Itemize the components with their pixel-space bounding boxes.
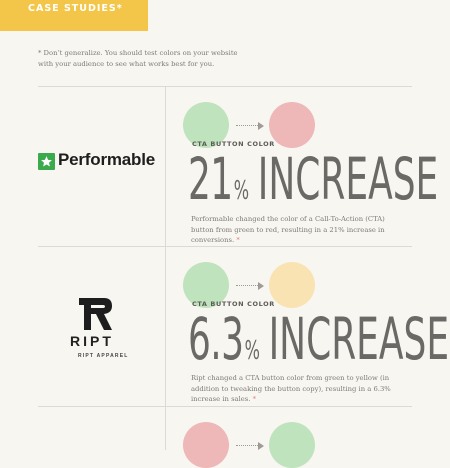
green-color-circle bbox=[183, 102, 229, 148]
arrow-right-icon bbox=[236, 122, 264, 130]
arrow-right-icon bbox=[236, 442, 264, 450]
divider bbox=[38, 86, 412, 87]
case-studies-label: CASE STUDIES* bbox=[28, 3, 123, 14]
case-studies-tab: CASE STUDIES* bbox=[0, 0, 148, 31]
cta-button-color-label: CTA BUTTON COLOR bbox=[192, 140, 275, 148]
footnote: * Don’t generalize. You should test colo… bbox=[38, 48, 268, 69]
increase-number: 21 bbox=[188, 145, 233, 213]
ript-name: RIPT bbox=[70, 333, 114, 349]
case-description: Ript changed a CTA button color from gre… bbox=[191, 373, 407, 405]
arrow-right-icon bbox=[236, 282, 264, 290]
increase-number: 6.3 bbox=[188, 305, 244, 373]
description-text: Performable changed the color of a Call-… bbox=[191, 215, 385, 244]
performable-name: Performable bbox=[58, 150, 156, 169]
increase-headline: 21% INCREASE bbox=[188, 150, 438, 208]
increase-word: INCREASE bbox=[257, 145, 439, 213]
footnote-mark: * bbox=[252, 395, 257, 403]
red-color-circle bbox=[183, 422, 229, 468]
yellow-color-circle bbox=[269, 262, 315, 308]
description-text: Ript changed a CTA button color from gre… bbox=[191, 374, 391, 403]
percent-sign: % bbox=[244, 336, 260, 366]
ript-monogram-icon bbox=[78, 297, 114, 335]
column-divider bbox=[165, 86, 166, 450]
star-icon bbox=[38, 153, 55, 170]
increase-word: INCREASE bbox=[268, 305, 450, 373]
increase-headline: 6.3% INCREASE bbox=[188, 310, 449, 368]
divider bbox=[38, 406, 412, 407]
footnote-mark: * bbox=[236, 236, 240, 244]
footnote-line-2: with your audience to see what works bes… bbox=[38, 59, 215, 68]
ript-apparel-label: RIPT APPAREL bbox=[78, 353, 129, 359]
green-color-circle bbox=[269, 422, 315, 468]
footnote-line-1: * Don’t generalize. You should test colo… bbox=[38, 49, 238, 57]
cta-button-color-label: CTA BUTTON COLOR bbox=[192, 300, 275, 308]
case-description: Performable changed the color of a Call-… bbox=[191, 214, 407, 246]
green-color-circle bbox=[183, 262, 229, 308]
divider bbox=[38, 246, 412, 247]
percent-sign: % bbox=[233, 176, 250, 206]
red-color-circle bbox=[269, 102, 315, 148]
